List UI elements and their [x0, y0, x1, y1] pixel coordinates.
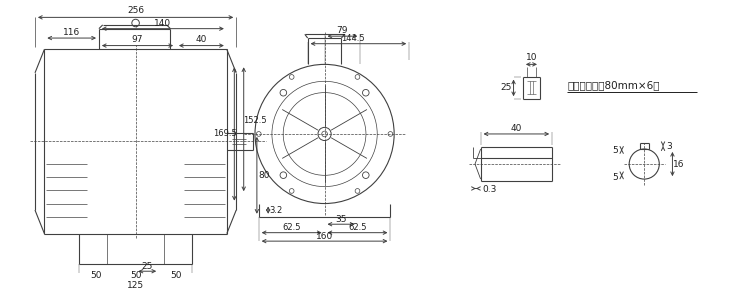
Text: 62.5: 62.5 [283, 223, 301, 232]
Text: 144.5: 144.5 [341, 34, 364, 42]
Text: 25: 25 [500, 84, 512, 92]
Text: 口出し線長　80mm×6本: 口出し線長 80mm×6本 [567, 80, 660, 90]
Text: 116: 116 [63, 28, 80, 37]
Text: 80: 80 [258, 171, 270, 180]
Text: 256: 256 [127, 6, 144, 15]
Text: 140: 140 [154, 18, 172, 27]
Text: 3: 3 [666, 142, 672, 151]
Text: 10: 10 [526, 53, 537, 62]
Text: 125: 125 [127, 281, 144, 289]
Text: 50: 50 [170, 271, 181, 280]
Text: 169.5: 169.5 [213, 129, 237, 138]
Text: 40: 40 [196, 36, 207, 45]
Text: 25: 25 [141, 262, 153, 271]
Text: 50: 50 [130, 271, 142, 280]
Text: 97: 97 [131, 36, 143, 45]
Text: 5: 5 [612, 173, 618, 182]
Text: 152.5: 152.5 [243, 116, 266, 125]
Text: 160: 160 [316, 232, 333, 241]
Text: 0.3: 0.3 [483, 185, 497, 194]
Text: 50: 50 [90, 271, 101, 280]
Text: 3.2: 3.2 [269, 205, 283, 215]
Text: 16: 16 [673, 160, 685, 168]
Text: 40: 40 [511, 124, 522, 133]
Text: 62.5: 62.5 [348, 223, 366, 232]
Text: 35: 35 [335, 215, 346, 224]
Text: 5: 5 [612, 146, 618, 155]
Text: 79: 79 [337, 26, 348, 35]
